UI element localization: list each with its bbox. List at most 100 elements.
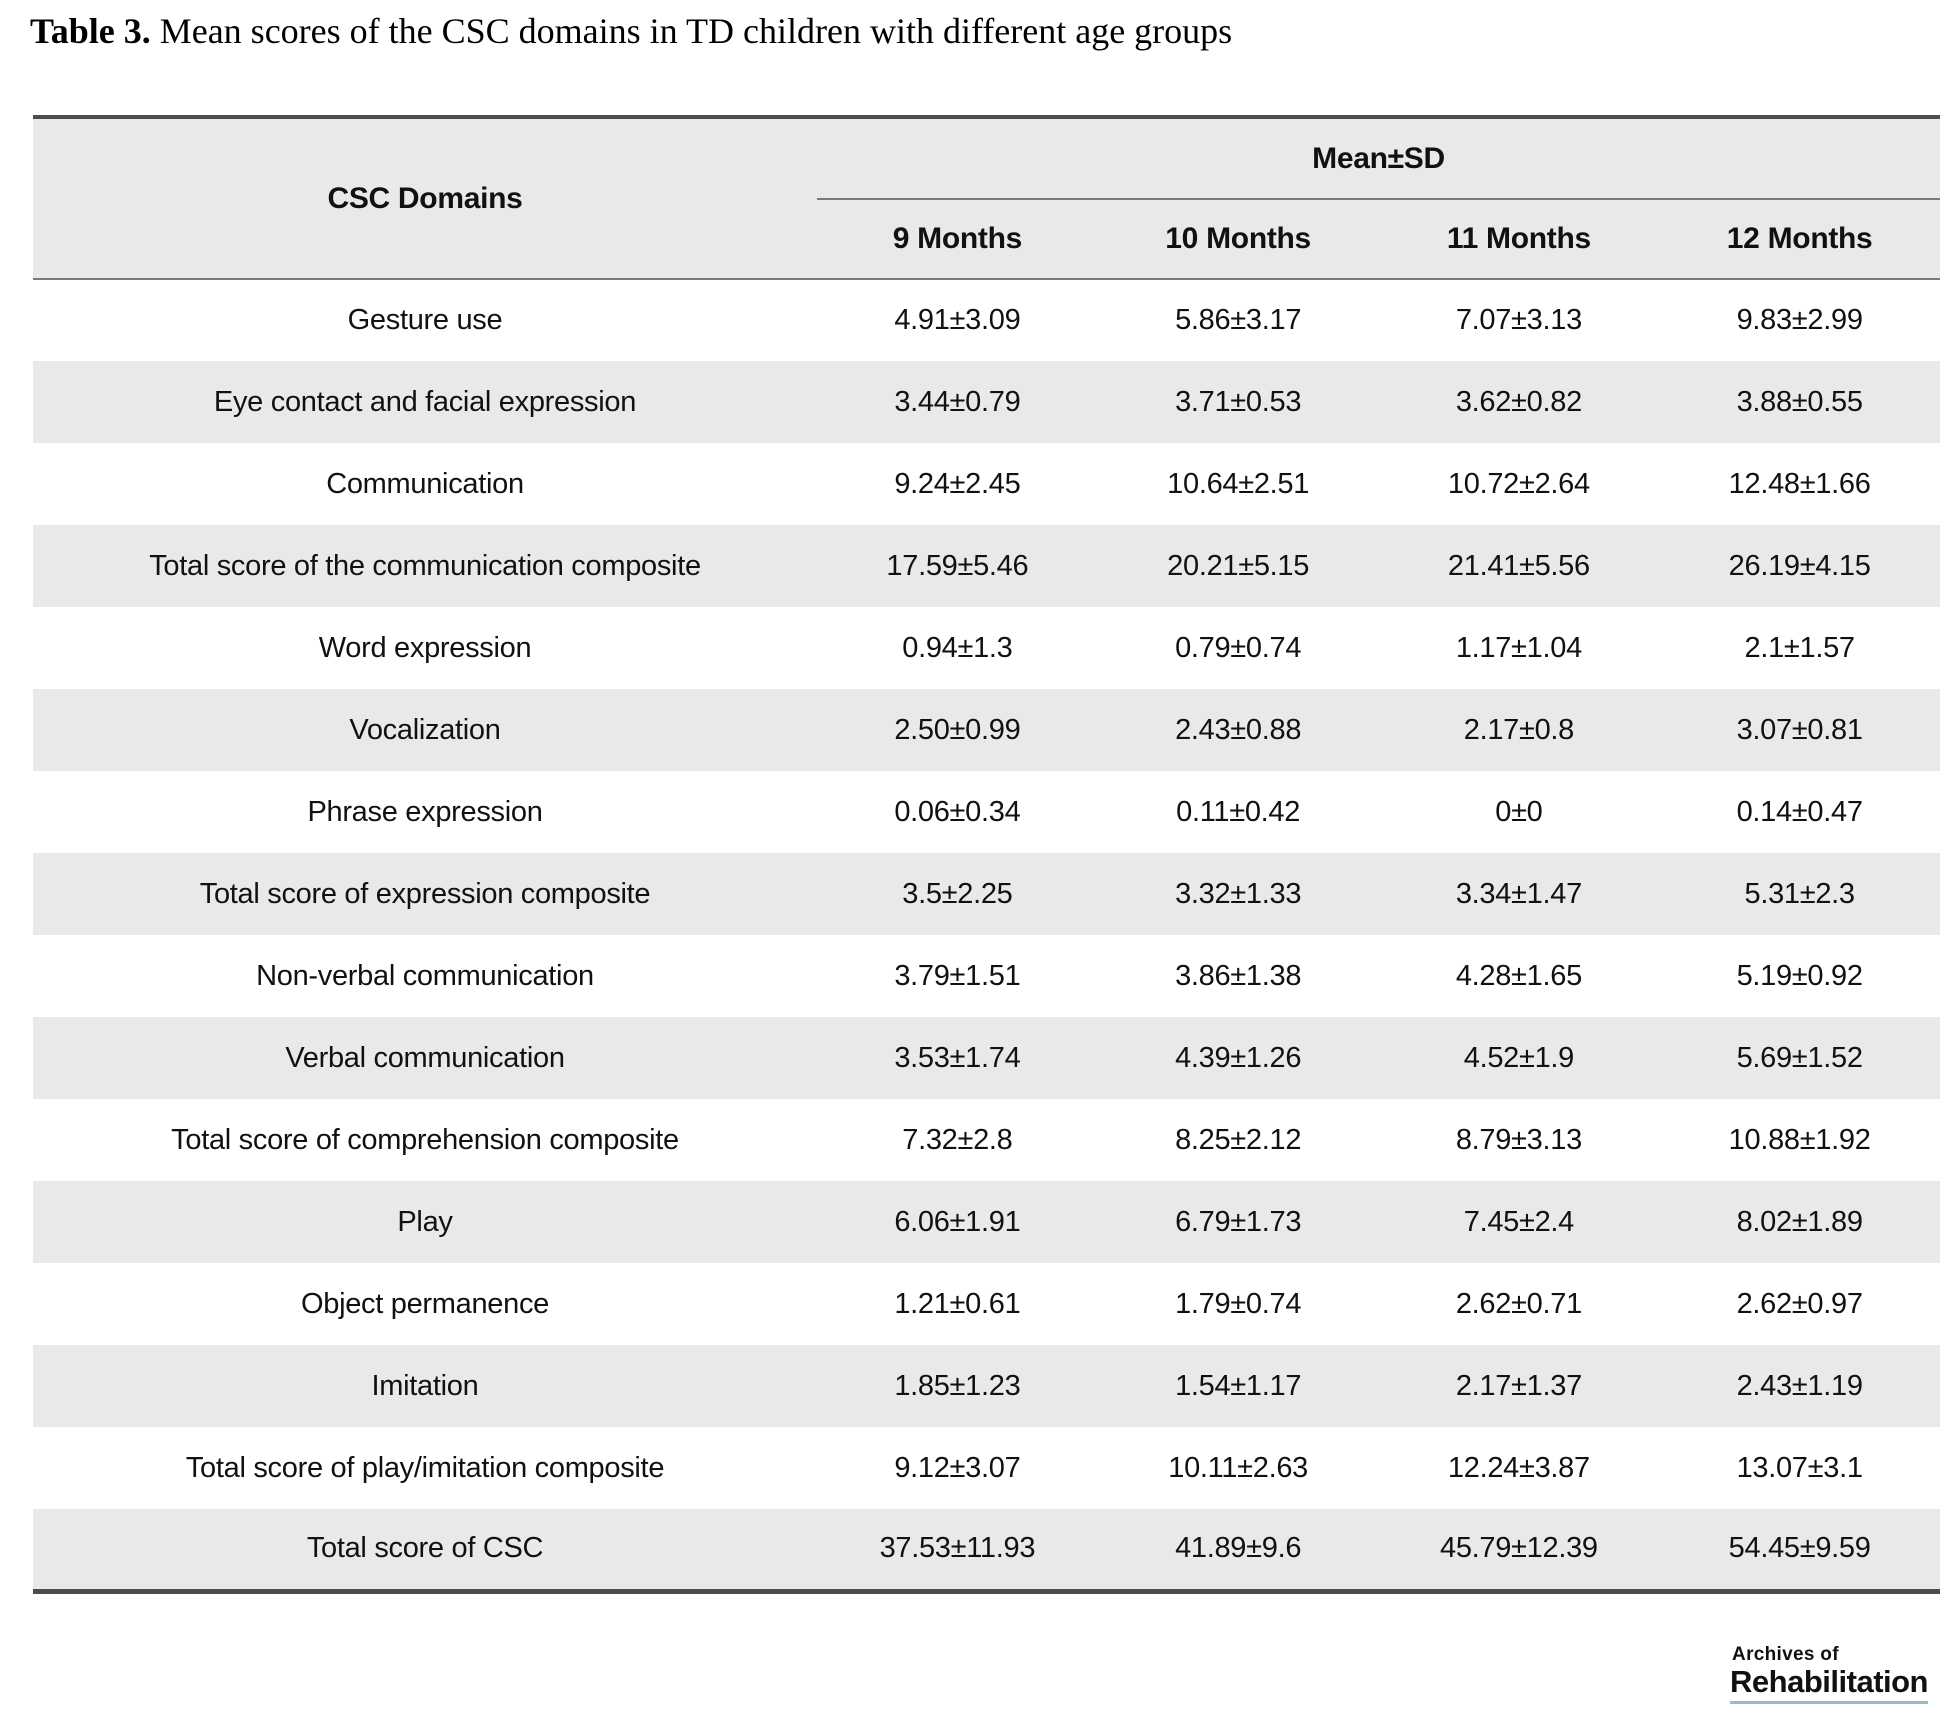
value-cell: 9.83±2.99 xyxy=(1736,304,1863,336)
domain-cell: Total score of play/imitation composite xyxy=(185,1451,665,1484)
domain-cell: Object permanence xyxy=(301,1287,549,1320)
table-body: Gesture use 4.91±3.09 5.86±3.17 7.07±3.1… xyxy=(33,279,1940,1591)
value-cell: 7.07±3.13 xyxy=(1455,304,1582,336)
value-cell: 3.53±1.74 xyxy=(894,1041,1021,1074)
page-title: Table 3. Mean scores of the CSC domains i… xyxy=(30,10,1232,53)
value-cell: 37.53±11.93 xyxy=(879,1532,1036,1565)
value-cell: 5.31±2.3 xyxy=(1744,877,1855,910)
value-cell: 45.79±12.39 xyxy=(1439,1532,1598,1565)
value-cell: 2.62±0.97 xyxy=(1736,1287,1863,1320)
domain-cell: Gesture use xyxy=(347,304,503,336)
journal-logo-rehabilitation: Rehabilitation xyxy=(1730,1663,1928,1699)
value-cell: 0.11±0.42 xyxy=(1176,795,1301,828)
value-cell: 8.02±1.89 xyxy=(1736,1205,1863,1238)
table-row: Total score of play/imitation composite … xyxy=(33,1427,1940,1509)
csc-domains-table: CSC Domains Mean±SD 9 Months 10 Months 1… xyxy=(33,115,1940,1594)
value-cell: 5.86±3.17 xyxy=(1175,304,1302,336)
domain-cell: Communication xyxy=(326,467,524,500)
value-cell: 20.21±5.15 xyxy=(1167,549,1310,582)
journal-logo: Archives of Rehabilitation xyxy=(1730,1644,1928,1705)
value-cell: 2.43±0.88 xyxy=(1175,713,1302,746)
value-cell: 2.43±1.19 xyxy=(1736,1369,1863,1402)
value-cell: 3.44±0.79 xyxy=(894,385,1021,418)
value-cell: 7.32±2.8 xyxy=(902,1123,1013,1156)
value-cell: 3.34±1.47 xyxy=(1455,877,1582,910)
value-cell: 54.45±9.59 xyxy=(1728,1532,1871,1565)
domain-cell: Verbal communication xyxy=(285,1041,565,1074)
value-cell: 9.24±2.45 xyxy=(894,467,1021,500)
value-cell: 1.54±1.17 xyxy=(1175,1369,1302,1402)
value-cell: 13.07±3.1 xyxy=(1736,1451,1863,1484)
journal-logo-archives-of: Archives of xyxy=(1732,1644,1839,1665)
value-cell: 21.41±5.56 xyxy=(1447,549,1590,582)
domain-cell: Vocalization xyxy=(349,713,501,746)
value-cell: 41.89±9.6 xyxy=(1175,1532,1302,1565)
table-row: Phrase expression 0.06±0.34 0.11±0.42 0±… xyxy=(33,771,1940,853)
table-row: Non-verbal communication 3.79±1.51 3.86±… xyxy=(33,935,1940,1017)
value-cell: 2.50±0.99 xyxy=(894,713,1021,746)
table-row: Gesture use 4.91±3.09 5.86±3.17 7.07±3.1… xyxy=(33,279,1940,361)
domain-cell: Total score of comprehension composite xyxy=(171,1123,679,1156)
value-cell: 8.79±3.13 xyxy=(1455,1123,1582,1156)
value-cell: 2.17±0.8 xyxy=(1463,713,1575,746)
table-row: Communication 9.24±2.45 10.64±2.51 10.72… xyxy=(33,443,1940,525)
column-group-header-mean-sd: Mean±SD xyxy=(817,117,1940,200)
value-cell: 1.17±1.04 xyxy=(1455,631,1582,664)
value-cell: 6.79±1.73 xyxy=(1175,1205,1302,1238)
value-cell: 3.79±1.51 xyxy=(894,959,1021,992)
value-cell: 12.24±3.87 xyxy=(1447,1451,1590,1484)
value-cell: 10.11±2.63 xyxy=(1168,1451,1309,1484)
value-cell: 7.45±2.4 xyxy=(1463,1205,1575,1238)
domain-cell: Imitation xyxy=(371,1369,479,1402)
value-cell: 6.06±1.91 xyxy=(894,1205,1021,1238)
value-cell: 3.88±0.55 xyxy=(1736,385,1863,418)
domain-cell: Word expression xyxy=(318,631,532,664)
domain-cell: Non-verbal communication xyxy=(256,959,594,992)
column-header-12-months: 12 Months xyxy=(1659,199,1940,280)
value-cell: 8.25±2.12 xyxy=(1175,1123,1302,1156)
value-cell: 5.19±0.92 xyxy=(1736,959,1863,992)
table-row: Play 6.06±1.91 6.79±1.73 7.45±2.4 8.02±1… xyxy=(33,1181,1940,1263)
value-cell: 10.72±2.64 xyxy=(1447,467,1590,500)
value-cell: 0.14±0.47 xyxy=(1736,795,1863,828)
domain-cell: Eye contact and facial expression xyxy=(213,385,637,418)
table-row: Vocalization 2.50±0.99 2.43±0.88 2.17±0.… xyxy=(33,689,1940,771)
value-cell: 5.69±1.52 xyxy=(1736,1041,1863,1074)
domain-cell: Total score of the communication composi… xyxy=(149,549,701,582)
value-cell: 26.19±4.15 xyxy=(1728,549,1871,582)
table-title-text: Mean scores of the CSC domains in TD chi… xyxy=(159,11,1233,51)
domain-cell: Total score of CSC xyxy=(306,1532,544,1565)
value-cell: 3.32±1.33 xyxy=(1175,877,1302,910)
value-cell: 1.79±0.74 xyxy=(1175,1287,1302,1320)
value-cell: 0.79±0.74 xyxy=(1175,631,1302,664)
value-cell: 2.17±1.37 xyxy=(1455,1369,1582,1402)
value-cell: 12.48±1.66 xyxy=(1728,467,1871,500)
value-cell: 3.07±0.81 xyxy=(1736,713,1863,746)
column-header-csc-domains: CSC Domains xyxy=(33,117,817,280)
domain-cell: Total score of expression composite xyxy=(199,877,651,910)
value-cell: 4.91±3.09 xyxy=(894,304,1021,336)
table-row: Total score of expression composite 3.5±… xyxy=(33,853,1940,935)
value-cell: 0.94±1.3 xyxy=(902,631,1013,664)
table-row: Verbal communication 3.53±1.74 4.39±1.26… xyxy=(33,1017,1940,1099)
table-row: Total score of the communication composi… xyxy=(33,525,1940,607)
table-row: Word expression 0.94±1.3 0.79±0.74 1.17±… xyxy=(33,607,1940,689)
value-cell: 0±0 xyxy=(1495,795,1543,828)
value-cell: 17.59±5.46 xyxy=(886,549,1029,582)
value-cell: 9.12±3.07 xyxy=(894,1451,1021,1484)
column-header-11-months: 11 Months xyxy=(1378,199,1660,280)
table-row: Imitation 1.85±1.23 1.54±1.17 2.17±1.37 … xyxy=(33,1345,1940,1427)
table-header: CSC Domains Mean±SD 9 Months 10 Months 1… xyxy=(33,117,1940,280)
table-row: Eye contact and facial expression 3.44±0… xyxy=(33,361,1940,443)
table-row: Total score of comprehension composite 7… xyxy=(33,1099,1940,1181)
column-header-9-months: 9 Months xyxy=(817,199,1098,280)
table-row: Object permanence 1.21±0.61 1.79±0.74 2.… xyxy=(33,1263,1940,1345)
value-cell: 10.88±1.92 xyxy=(1728,1123,1871,1156)
value-cell: 2.62±0.71 xyxy=(1455,1287,1582,1320)
value-cell: 3.5±2.25 xyxy=(902,877,1013,910)
value-cell: 1.85±1.23 xyxy=(894,1369,1021,1402)
domain-cell: Phrase expression xyxy=(307,795,543,828)
domain-cell: Play xyxy=(397,1205,453,1238)
table-number-label: Table 3. xyxy=(30,11,151,51)
value-cell: 3.62±0.82 xyxy=(1455,385,1582,418)
